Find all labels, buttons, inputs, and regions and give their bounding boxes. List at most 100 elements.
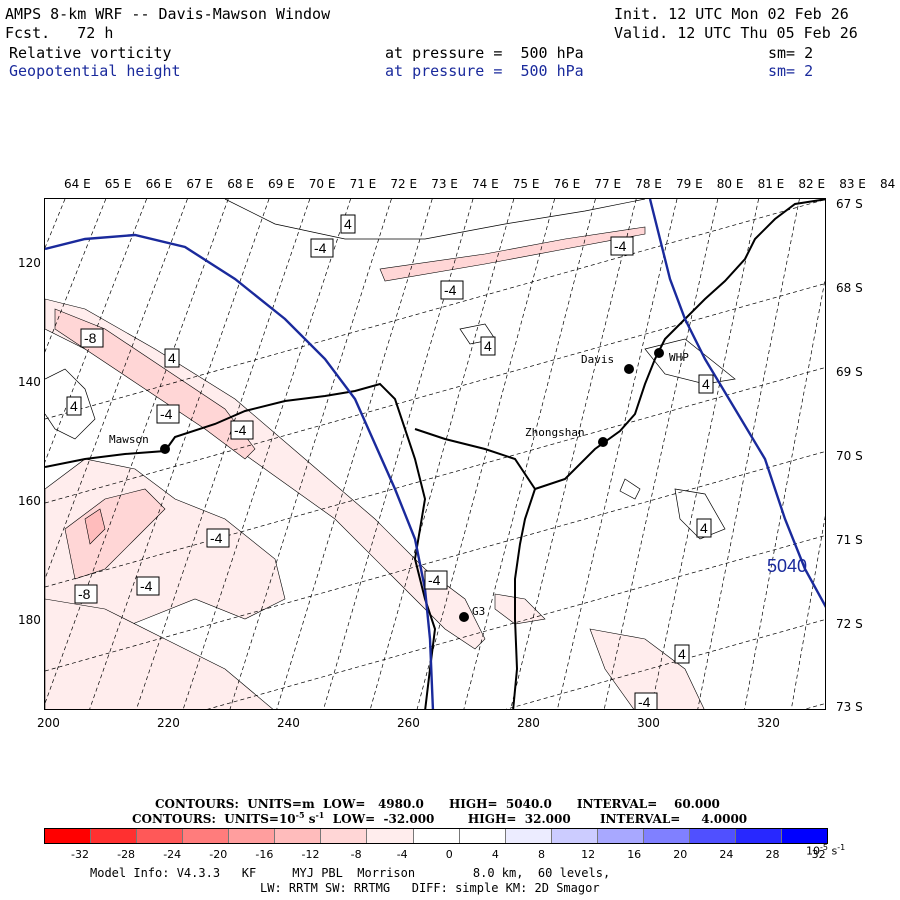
field1-name: Relative vorticity xyxy=(9,44,172,62)
contour-label-box: -4 xyxy=(634,692,658,709)
colorbar-swatch xyxy=(551,829,598,843)
field1-level: at pressure = 500 hPa xyxy=(385,44,584,62)
colorbar-swatch xyxy=(643,829,690,843)
field2-smoothing: sm= 2 xyxy=(768,62,814,80)
contour-label-box: 4 xyxy=(66,396,82,416)
colorbar-unit-exp: -5 xyxy=(820,843,828,852)
meridian-line xyxy=(229,199,392,709)
longitude-label: 83 E xyxy=(839,177,866,191)
meridian-line xyxy=(182,199,351,709)
contour-label-box: -4 xyxy=(610,236,634,256)
height-contour-info: CONTOURS: UNITS=m LOW= 4980.0 HIGH= 5040… xyxy=(155,797,720,811)
contour-label-box: 4 xyxy=(674,644,690,664)
contour-label-box: -4 xyxy=(310,238,334,258)
x-tick-label: 240 xyxy=(277,716,300,730)
vorticity-units-exp: -5 xyxy=(295,810,305,820)
longitude-label: 81 E xyxy=(757,177,785,191)
meridian-line xyxy=(45,199,107,353)
colorbar-swatch xyxy=(137,829,184,843)
longitude-label: 64 E xyxy=(64,177,91,191)
y-tick-label: 160 xyxy=(18,494,41,508)
parallel-line xyxy=(45,199,825,420)
contour-label-text: -8 xyxy=(84,330,97,346)
contour-label-text: -4 xyxy=(160,406,173,422)
longitude-label: 69 E xyxy=(268,177,295,191)
colorbar-swatch xyxy=(782,829,828,843)
station-whp: WHP xyxy=(654,348,689,364)
meridian-line xyxy=(790,515,825,709)
vorticity-units-exp2: -1 xyxy=(315,810,325,820)
station-marker xyxy=(624,364,634,374)
longitude-label: 72 E xyxy=(390,177,418,191)
x-tick-label: 200 xyxy=(37,716,60,730)
longitude-label: 71 E xyxy=(349,177,377,191)
colorbar-label: -16 xyxy=(255,848,274,861)
colorbar-swatch xyxy=(735,829,782,843)
longitude-label: 67 E xyxy=(186,177,214,191)
colorbar-label: -12 xyxy=(301,848,320,861)
station-marker xyxy=(160,444,170,454)
longitude-label: 66 E xyxy=(145,177,173,191)
station-name: Mawson xyxy=(109,433,149,446)
contour-label-box: -8 xyxy=(74,584,98,604)
contour-label-box: -4 xyxy=(440,280,464,300)
longitude-label: 70 E xyxy=(308,177,336,191)
station-name: G3 xyxy=(472,605,485,618)
latitude-label: 68 S xyxy=(836,281,863,295)
colorbar-label: 24 xyxy=(719,848,734,861)
colorbar-label: 0 xyxy=(445,848,453,861)
x-tick-label: 260 xyxy=(397,716,420,730)
vorticity-contour-info: CONTOURS: UNITS=10-5 s-1 LOW= -32.000 HI… xyxy=(132,810,747,826)
height-contour-5040 xyxy=(45,233,435,709)
colorbar-label: 8 xyxy=(538,848,545,861)
parallel-line xyxy=(45,367,825,588)
longitude-label: 76 E xyxy=(553,177,581,191)
colorbar-swatch xyxy=(689,829,736,843)
colorbar-swatch xyxy=(229,829,276,843)
contour-label-box: 4 xyxy=(480,336,496,356)
x-tick-label: 300 xyxy=(637,716,660,730)
colorbar-swatch xyxy=(367,829,414,843)
parallel-line xyxy=(45,283,825,504)
vorticity-units-base: CONTOURS: UNITS=10 xyxy=(132,812,296,826)
parallel-line xyxy=(207,535,825,709)
contour-label-box: -4 xyxy=(424,570,448,590)
contour-label-box: 4 xyxy=(164,348,180,368)
colorbar-label: -8 xyxy=(350,848,362,861)
colorbar-label: 4 xyxy=(491,848,499,861)
latitude-label: 73 S xyxy=(836,700,863,714)
longitude-label: 68 E xyxy=(227,177,254,191)
meridian-line xyxy=(744,278,825,709)
longitude-label: 73 E xyxy=(431,177,458,191)
contour-label-text: -4 xyxy=(234,422,247,438)
height-contour-label: 5040 xyxy=(767,556,807,576)
x-tick-label: 280 xyxy=(517,716,540,730)
meridian-line xyxy=(650,199,759,709)
contour-label-box: 4 xyxy=(698,374,714,394)
contour-label-text: -4 xyxy=(314,240,327,256)
colorbar-swatch xyxy=(183,829,230,843)
contour-label-box: -4 xyxy=(136,576,160,596)
colorbar-swatch xyxy=(275,829,322,843)
map-canvas: 5040 4 -4 -4 -4 4 -8 4 -4 -4 4 -4 -8 -4 -4 4 4 -4 4 Mawso… xyxy=(45,199,825,709)
longitude-label: 65 E xyxy=(104,177,132,191)
map-panel[interactable]: 5040 4 -4 -4 -4 4 -8 4 -4 -4 4 -4 -8 -4 -4 4 4 -4 4 Mawso… xyxy=(44,198,826,710)
longitude-label: 75 E xyxy=(512,177,540,191)
contour-label-text: 4 xyxy=(344,216,352,232)
contour-label-text: -4 xyxy=(444,282,457,298)
longitude-label: 84 E xyxy=(880,177,900,191)
colorbar-unit-base: 10 xyxy=(806,844,820,858)
station-davis: Davis xyxy=(581,353,634,374)
station-mawson: Mawson xyxy=(109,433,170,454)
colorbar-swatch xyxy=(91,829,138,843)
colorbar-swatch xyxy=(45,829,92,843)
contour-label-text: 4 xyxy=(70,398,78,414)
meridian-line xyxy=(463,199,596,709)
height-contour-5040-east xyxy=(648,199,825,608)
station-name: Zhongshan xyxy=(525,426,585,439)
latitude-label: 72 S xyxy=(836,617,863,631)
colorbar-unit-exp2: -1 xyxy=(837,843,846,852)
meridian-line xyxy=(557,199,678,709)
y-tick-label: 180 xyxy=(18,613,41,627)
contour-label-text: 4 xyxy=(678,646,686,662)
